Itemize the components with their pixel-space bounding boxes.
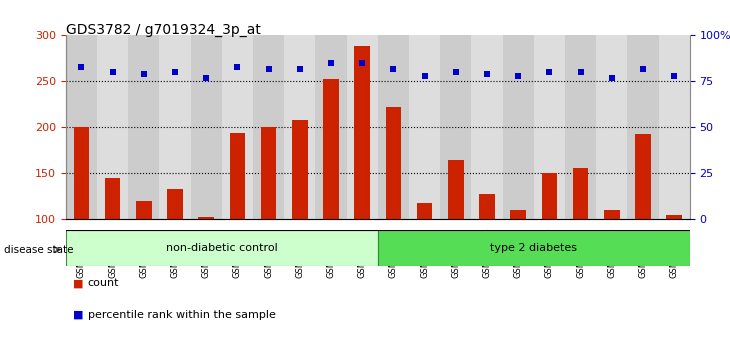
Bar [167,189,182,219]
Bar [104,178,120,219]
Text: type 2 diabetes: type 2 diabetes [491,243,577,253]
Text: ■: ■ [73,278,83,288]
Bar [199,217,214,219]
Bar [323,79,339,219]
Bar [97,35,128,219]
Text: count: count [88,278,119,288]
Bar [128,35,159,219]
Bar [542,173,557,219]
Bar [284,35,315,219]
Bar [191,35,222,219]
Bar [417,203,432,219]
Bar [66,230,378,266]
Bar [74,127,89,219]
Bar [565,35,596,219]
Bar [510,210,526,219]
Bar [253,35,284,219]
Text: ■: ■ [73,310,83,320]
Bar [635,134,651,219]
Bar [159,35,191,219]
Bar [222,35,253,219]
Text: percentile rank within the sample: percentile rank within the sample [88,310,275,320]
Bar [573,168,588,219]
Bar [479,194,495,219]
Bar [534,35,565,219]
Bar [409,35,440,219]
Bar [136,201,152,219]
Bar [604,210,620,219]
Bar [315,35,347,219]
Bar [66,35,97,219]
Bar [658,35,690,219]
Text: non-diabetic control: non-diabetic control [166,243,277,253]
Text: disease state: disease state [4,245,73,255]
Bar [596,35,627,219]
Bar [347,35,378,219]
Bar [292,120,307,219]
Bar [502,35,534,219]
Bar [472,35,502,219]
Bar [627,35,658,219]
Bar [261,127,277,219]
Bar [448,160,464,219]
Bar [440,35,472,219]
Bar [385,107,402,219]
Text: GDS3782 / g7019324_3p_at: GDS3782 / g7019324_3p_at [66,23,261,37]
Bar [229,133,245,219]
Bar [354,46,370,219]
Bar [666,215,682,219]
Bar [378,35,409,219]
Bar [378,230,690,266]
